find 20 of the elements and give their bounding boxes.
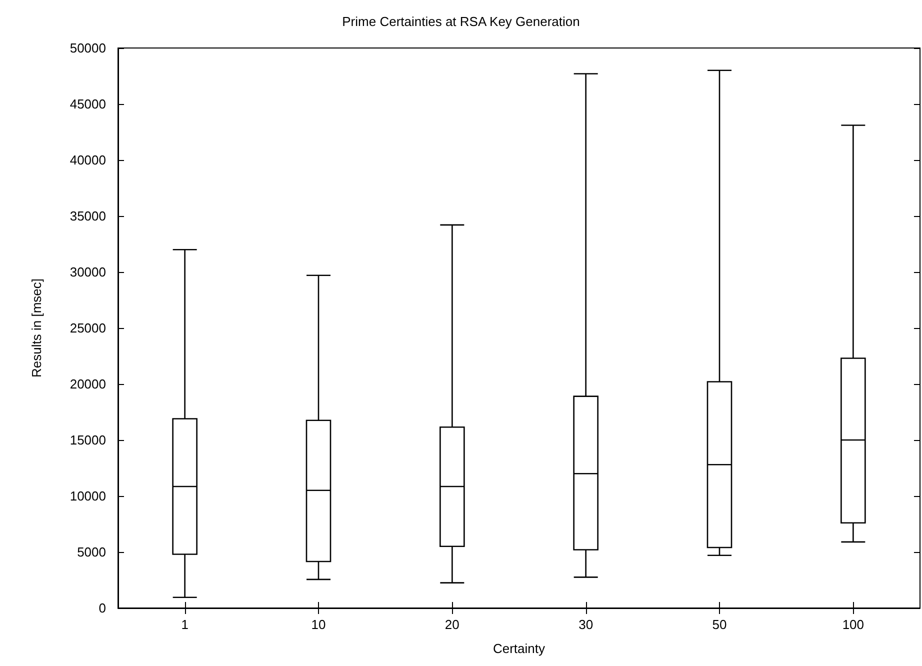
x-tick-label: 1 [181, 617, 188, 632]
y-tick-label: 15000 [70, 432, 106, 448]
x-tick-label: 100 [842, 617, 864, 632]
y-tick-label: 50000 [70, 40, 106, 56]
y-tick-label: 30000 [70, 264, 106, 280]
y-axis-title: Results in [msec] [29, 278, 44, 378]
x-axis-title: Certainty [492, 641, 546, 656]
x-tick-label: 20 [444, 617, 460, 632]
x-tick-label: 10 [311, 617, 326, 632]
y-tick-label: 40000 [70, 152, 106, 168]
x-tick-label: 50 [712, 617, 727, 632]
y-tick-label: 5000 [77, 544, 106, 560]
y-tick-label: 35000 [70, 208, 106, 224]
y-tick-label: 45000 [70, 96, 106, 112]
x-tick-label: 30 [578, 617, 594, 632]
y-tick-label: 25000 [70, 320, 106, 336]
chart-title: Prime Certainties at RSA Key Generation [342, 14, 580, 29]
y-tick-label: 10000 [70, 488, 106, 504]
y-tick-label: 0 [98, 600, 106, 616]
y-tick-label: 20000 [70, 376, 106, 392]
